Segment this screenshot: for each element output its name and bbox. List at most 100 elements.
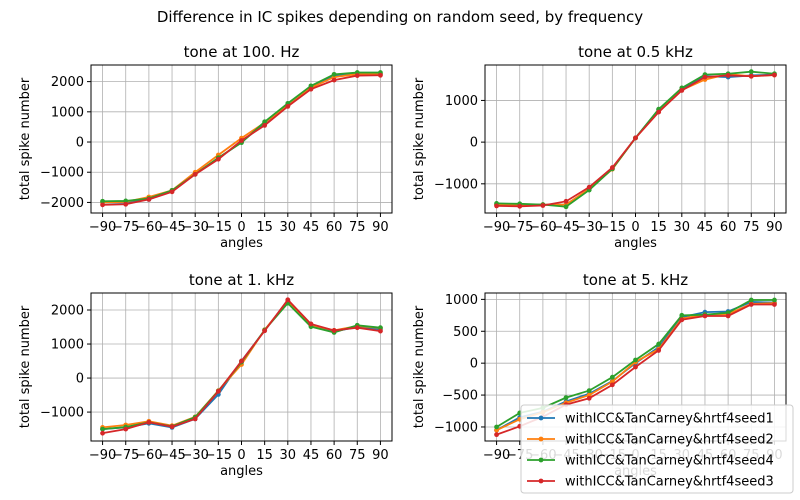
data-point	[378, 328, 383, 334]
data-point	[586, 395, 592, 401]
data-point	[748, 73, 754, 79]
y-axis-label: total spike number	[18, 305, 33, 428]
y-tick-label: 2000	[51, 75, 84, 90]
x-tick-label: 90	[372, 448, 389, 463]
data-point	[656, 109, 662, 115]
data-point	[285, 297, 291, 303]
data-point	[609, 382, 615, 388]
data-point	[308, 86, 314, 92]
x-tick-label: 60	[326, 448, 343, 463]
data-point	[123, 426, 129, 432]
data-point	[308, 83, 314, 89]
data-point	[725, 313, 731, 319]
y-tick-label: 500	[453, 325, 478, 340]
data-point	[679, 317, 685, 323]
x-tick-label: −90	[483, 220, 510, 235]
y-tick-label: 0	[76, 372, 84, 387]
data-point	[378, 72, 383, 78]
x-tick-label: 75	[743, 220, 760, 235]
series-4	[100, 297, 383, 436]
legend-box	[520, 404, 794, 494]
data-point	[215, 156, 221, 162]
data-point	[192, 171, 198, 177]
data-point	[239, 138, 244, 143]
x-tick-label: −15	[205, 448, 232, 463]
series-4	[100, 72, 383, 208]
data-point	[262, 119, 268, 125]
x-tick-label: −60	[135, 448, 162, 463]
y-tick-label: 1000	[51, 105, 84, 120]
data-point	[308, 321, 314, 327]
data-point	[354, 325, 360, 331]
data-point	[563, 198, 569, 204]
x-tick-label: 15	[256, 220, 273, 235]
x-tick-label: −45	[552, 220, 579, 235]
data-point	[725, 73, 731, 78]
data-point	[563, 395, 569, 401]
data-point	[123, 201, 129, 207]
data-point	[494, 203, 499, 209]
y-tick-label: 0	[470, 136, 478, 151]
x-tick-label: −75	[112, 448, 139, 463]
data-point	[702, 313, 708, 319]
x-tick-label: 90	[766, 220, 783, 235]
x-tick-label: −45	[158, 220, 185, 235]
data-point	[679, 312, 685, 318]
legend-label: withICC&TanCarney&hrtf4seed4	[565, 454, 774, 469]
x-tick-label: 0	[237, 448, 245, 463]
x-tick-label: 15	[650, 220, 667, 235]
data-point	[494, 424, 499, 430]
data-point	[633, 364, 638, 370]
data-point	[679, 88, 685, 93]
y-axis-label: total spike number	[18, 77, 33, 200]
data-point	[331, 71, 337, 77]
x-axis-label: angles	[220, 464, 263, 479]
data-point	[633, 357, 638, 363]
legend-marker	[538, 457, 544, 463]
data-point	[772, 297, 777, 303]
subplot-2: −90−75−60−45−30−15 0 15 30 45 60 75 90 −1000 0 100…	[412, 43, 787, 251]
x-tick-label: 75	[349, 448, 366, 463]
data-point	[563, 204, 569, 210]
data-point	[540, 203, 546, 208]
y-tick-label: −1000	[40, 166, 84, 181]
x-tick-label: 0	[237, 220, 245, 235]
x-tick-label: 60	[326, 220, 343, 235]
data-point	[331, 77, 337, 83]
x-tick-label: −90	[89, 448, 116, 463]
data-point	[702, 74, 708, 80]
data-point	[656, 348, 662, 353]
subplot-title: tone at 100. Hz	[184, 43, 300, 61]
data-point	[772, 302, 777, 307]
x-axis-label: angles	[220, 236, 263, 251]
x-tick-label: −30	[181, 448, 208, 463]
data-point	[169, 189, 175, 195]
data-point	[192, 416, 198, 422]
x-tick-label: −30	[575, 220, 602, 235]
data-point	[748, 297, 754, 303]
x-tick-label: 30	[280, 220, 297, 235]
y-tick-label: −2000	[40, 196, 84, 211]
data-point	[656, 341, 662, 347]
x-tick-label: −60	[135, 220, 162, 235]
y-axis-label: total spike number	[412, 77, 427, 200]
data-point	[494, 432, 499, 438]
y-tick-label: −1000	[434, 420, 478, 435]
y-tick-label: 1000	[51, 338, 84, 353]
x-tick-label: −45	[158, 448, 185, 463]
legend-entry: withICC&TanCarney&hrtf4seed3	[527, 475, 774, 490]
subplot-3: −90−75−60−45−30−15 0 15 30 45 60 75 90 −1000 0 100…	[18, 271, 393, 479]
x-tick-label: −60	[529, 220, 556, 235]
data-point	[285, 103, 291, 109]
data-point	[609, 374, 615, 380]
y-tick-label: 2000	[51, 304, 84, 319]
data-point	[748, 69, 754, 75]
y-tick-label: 1000	[445, 94, 478, 109]
y-tick-label: 0	[470, 357, 478, 372]
x-tick-label: 30	[674, 220, 691, 235]
x-tick-label: −90	[89, 220, 116, 235]
legend-label: withICC&TanCarney&hrtf4seed2	[565, 433, 774, 448]
data-point	[354, 73, 360, 78]
data-point	[609, 165, 615, 170]
